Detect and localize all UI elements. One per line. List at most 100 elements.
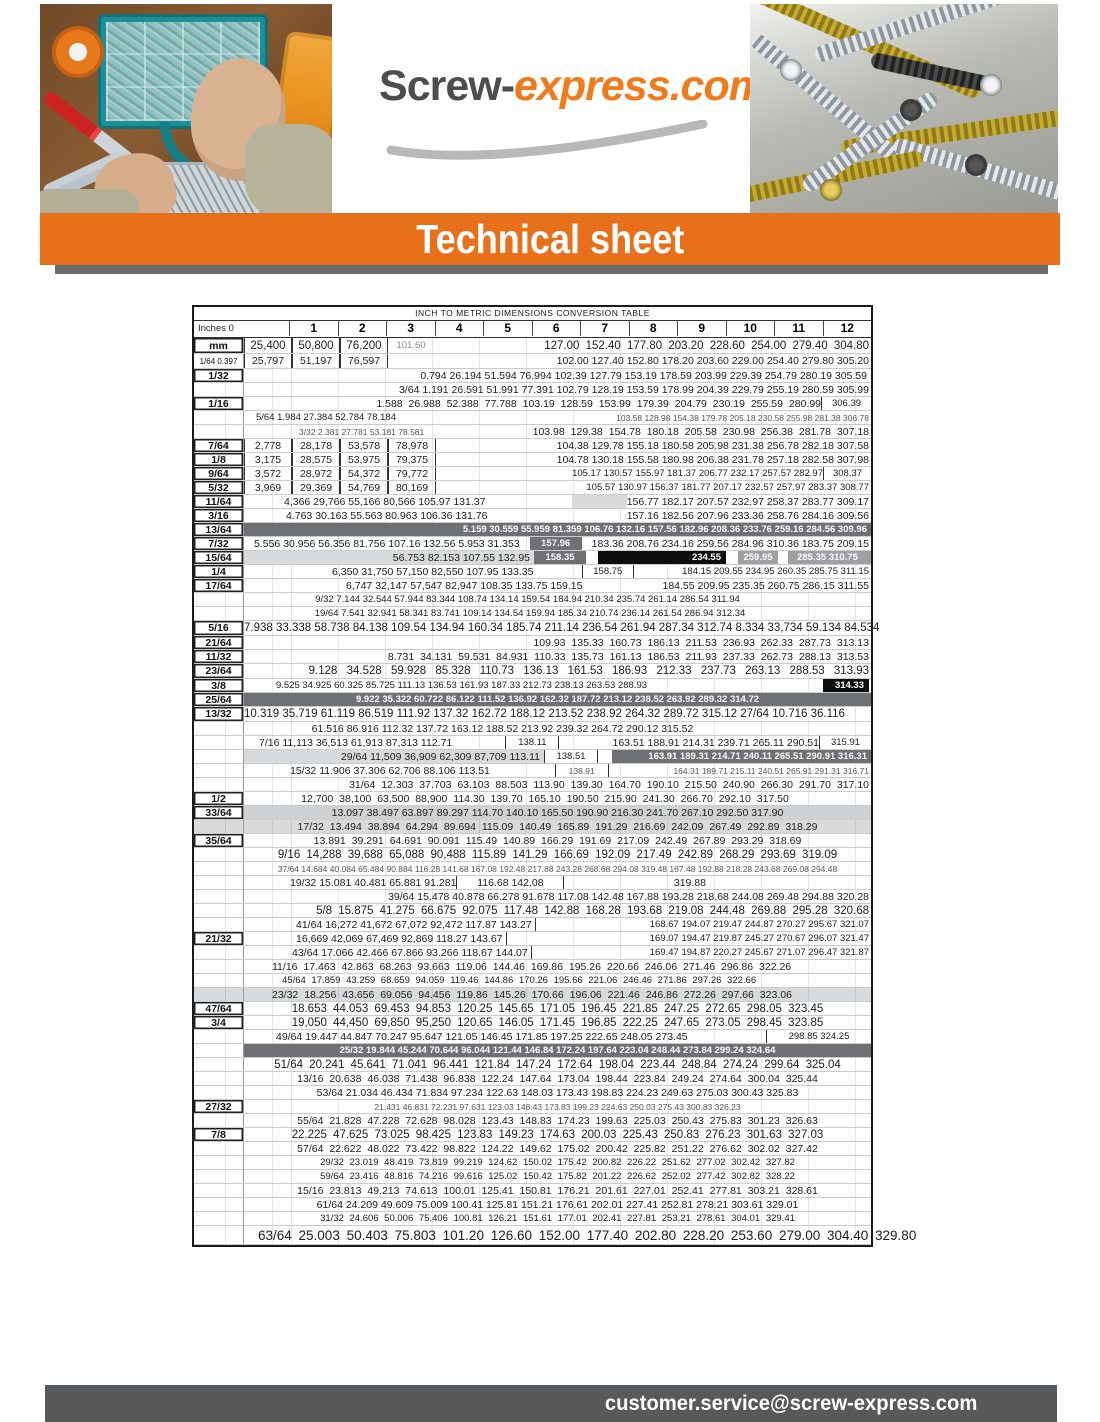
- row-label: [194, 918, 244, 931]
- table-cell: 31/64 12.303 37.703 63.103 88.503 113.90…: [349, 778, 869, 791]
- table-cell: 101.60: [396, 340, 426, 351]
- row-label: [194, 411, 244, 424]
- table-cell: 234.55: [598, 551, 726, 564]
- row-label: [194, 1114, 244, 1127]
- row-label: [194, 960, 244, 973]
- row-label: [194, 890, 244, 903]
- table-cell: 184.15 209.55 234.95 260.35 285.75 311.1…: [682, 566, 869, 577]
- column-header: 8: [628, 321, 678, 337]
- table-cell: 7.938 33.338 58.738 84.138 109.54 134.94…: [244, 622, 880, 634]
- photo-shape: [780, 59, 802, 81]
- table-row: 21/64 109.93 135.33 160.73 186.13 211.53 …: [194, 636, 871, 650]
- table-row: 13/64 5.159 30.559 55.959 81.359 106.76 1…: [194, 523, 871, 537]
- table-cell: 80,169: [388, 481, 436, 494]
- table-cell: 156.77 182.17 207.57 232.97 258.37 283.7…: [626, 495, 869, 508]
- table-row: 55/64 21.828 47.228 72.628 98.028 123.43…: [194, 1114, 871, 1128]
- table-cell: 103.58 128.98 154.38 179.78 205.18 230.5…: [616, 412, 869, 423]
- row-label: 13/32: [194, 707, 244, 721]
- banner: Technical sheet: [40, 213, 1060, 265]
- table-row: mm 25,400 50,800 76,200 101.60 127.00 152.40 …: [194, 338, 871, 354]
- table-cell: 4,366 29,766 55,166 80,566 105.97 131.37: [284, 495, 486, 508]
- table-cell: 61/64 24.209 49.609 75.009 100.41 125.81…: [316, 1198, 799, 1211]
- table-cell: 28,575: [292, 453, 340, 466]
- table-row: 5/16 7.938 33.338 58.738 84.138 109.54 13…: [194, 621, 879, 636]
- table-row: 1/16 1.588 26.988 52.388 77.788 103.19 12…: [194, 397, 871, 411]
- table-cell: 9/32 7.144 32.544 57.944 83.344 108.74 1…: [315, 594, 740, 605]
- table-row: 7/32 5.556 30.956 56.356 81.756 107.16 13…: [194, 537, 871, 551]
- row-label: [194, 593, 244, 606]
- table-cell: 29/32 23.019 48.419 73.819 99.219 124.62…: [320, 1157, 795, 1168]
- table-row: 59/64 23.416 48.816 74.216 99.616 125.02…: [194, 1170, 871, 1184]
- table-row: 45/64 17.859 43.259 68.659 94.059 119.46…: [194, 974, 871, 988]
- table-cell: 63/64 25.003 50.403 75.803 101.20 126.60…: [258, 1227, 917, 1243]
- row-label: [194, 974, 244, 987]
- table-cell: 53,578: [340, 439, 388, 452]
- table-row: 23/64 9.128 34.528 59.928 85.328 110.73 1…: [194, 664, 871, 679]
- row-label: [194, 1058, 244, 1071]
- logo-part-express: express.com: [514, 62, 767, 110]
- table-cell: 138.11: [505, 736, 560, 749]
- row-label: [194, 383, 244, 396]
- row-label: [194, 1170, 244, 1183]
- row-label: 35/64: [194, 834, 244, 847]
- table-cell: 76,597: [340, 354, 388, 368]
- table-cell: 104.38 129.78 155.18 180.58 205.98 231.3…: [556, 439, 869, 452]
- table-cell: 315.91: [818, 736, 871, 749]
- table-cell: 25/32 19.844 45.244 70.644 96.044 121.44…: [244, 1044, 871, 1057]
- row-label: [194, 607, 244, 620]
- table-cell: 285.35 310.75: [788, 551, 871, 564]
- table-cell: 5.159 30.559 55.959 81.359 106.76 132.16…: [244, 523, 871, 536]
- row-label: [194, 736, 244, 749]
- photo-shape: [900, 99, 922, 121]
- row-label: [194, 1044, 244, 1057]
- table-cell: 3/64 1.191 26.591 51.991 77.391 102.79 1…: [398, 383, 869, 396]
- table-row: 41/64 16,272 41,672 67,072 92,472 117.87…: [194, 918, 871, 932]
- row-label: 23/64: [194, 664, 244, 678]
- table-row: 61/64 24.209 49.609 75.009 100.41 125.81…: [194, 1198, 871, 1212]
- row-label: [194, 862, 244, 875]
- table-cell: 259.95: [738, 551, 778, 564]
- table-cell: 8.731 34.131 59.531 84.931 110.33 135.73…: [387, 650, 869, 663]
- table-cell: 314.33: [823, 679, 869, 692]
- table-cell: 15/32 11.906 37.306 62.706 88.106 113.51: [290, 764, 490, 777]
- table-cell: 9.922 35.322 60.722 86.122 111.52 136.92…: [244, 693, 871, 706]
- table-row: 13/16 20.638 46.038 71.438 96.838 122.24…: [194, 1072, 871, 1086]
- table-cell: 184.55 209.95 235.35 260.75 286.15 311.5…: [662, 579, 870, 592]
- row-label: [194, 1184, 244, 1197]
- table-cell: 19/64 7.541 32.941 58.341 83.741 109.14 …: [314, 608, 746, 619]
- workbench-photo: [40, 4, 332, 213]
- table-row: 7/64 2,778 28,178 53,578 78,978 104.38 129.78…: [194, 439, 871, 453]
- table-cell: 163.91 189.31 214.71 240.11 265.51 290.9…: [612, 750, 871, 763]
- table-cell: 104.78 130.18 155.58 180.98 206.38 231.7…: [556, 453, 869, 466]
- table-cell: 1.588 26.988 52.388 77.788 103.19 128.59…: [376, 397, 821, 410]
- table-body: mm 25,400 50,800 76,200 101.60 127.00 152.40 …: [194, 338, 916, 1245]
- table-cell: 127.00 152.40 177.80 203.20 228.60 254.0…: [544, 339, 869, 352]
- table-cell: 19/32 15.081 40.481 65.881 91.281: [290, 876, 457, 889]
- row-label: 47/64: [194, 1002, 244, 1015]
- row-label: 17/64: [194, 579, 244, 592]
- table-row: 49/64 19.447 44.847 70.247 95.647 121.05…: [194, 1030, 871, 1044]
- table-cell: 41/64 16,272 41,672 67,072 92,472 117.87…: [296, 918, 536, 931]
- table-row: 1/32 0.794 26.194 51.594 76.994 102.39 12…: [194, 369, 871, 383]
- table-row: 37/64 14.684 40.084 65.484 90.884 116.28…: [194, 862, 871, 876]
- table-row: 1/64 0.397 25,797 51,197 76,597 102.00 127.4…: [194, 354, 871, 369]
- table-cell: 3,572: [244, 467, 292, 480]
- table-cell: 25,400: [244, 338, 292, 353]
- table-cell: 13.891 39.291 64.691 90.091 115.49 140.8…: [313, 834, 802, 847]
- table-cell: 3/32 2.381 27.781 53.181 78.581: [299, 426, 425, 437]
- table-row: 3/8 9.525 34.925 60.325 85.725 111.13 136…: [194, 679, 871, 693]
- table-row: 21/32 16,669 42,069 67,469 92,869 118.27 …: [194, 932, 871, 946]
- row-label: 1/32: [194, 369, 244, 382]
- footer-email[interactable]: customer.service@screw-express.com: [604, 1391, 978, 1415]
- banner-title: Technical sheet: [415, 215, 685, 262]
- table-cell: 3,175: [244, 453, 292, 466]
- table-cell: 163.51 188.91 214.31 239.71 265.11 290.5…: [612, 736, 819, 749]
- table-cell: 158.35: [534, 551, 586, 564]
- table-cell: 319.88: [673, 876, 706, 889]
- table-cell: 138.51: [544, 750, 598, 763]
- table-cell: 169.07 194.47 219.87 245.27 270.67 296.0…: [649, 933, 869, 944]
- row-label: [194, 876, 244, 889]
- table-cell: 308.37: [823, 467, 871, 480]
- row-label: 5/16: [194, 621, 244, 635]
